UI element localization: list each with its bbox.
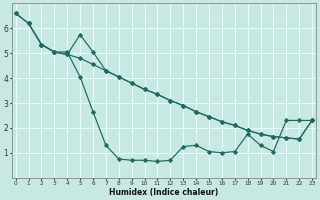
X-axis label: Humidex (Indice chaleur): Humidex (Indice chaleur) bbox=[109, 188, 219, 197]
